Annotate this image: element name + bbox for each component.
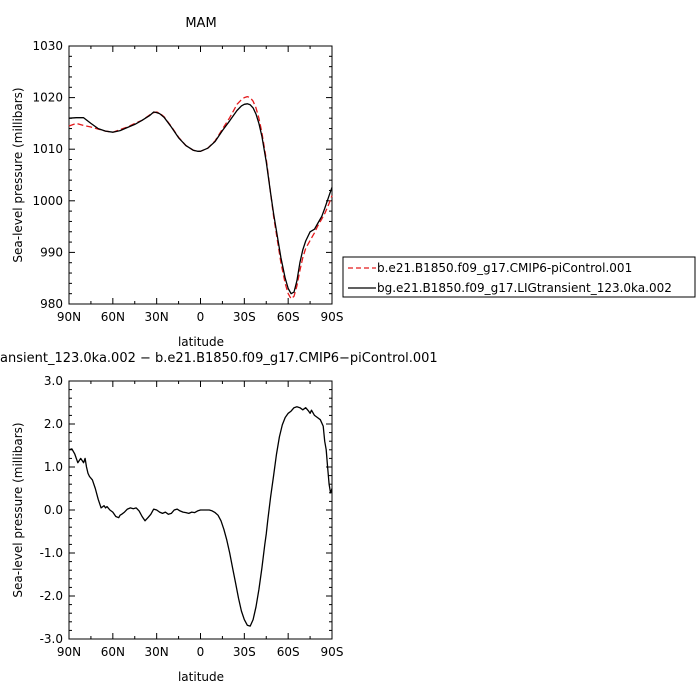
- bottom-panel-x-tick-label: 0: [197, 645, 205, 659]
- top-panel-y-axis-label: Sea-level pressure (millibars): [11, 87, 25, 262]
- bottom-panel-y-axis-label: Sea-level pressure (millibars): [11, 422, 25, 597]
- bottom-panel-x-tick-label: 30N: [145, 645, 169, 659]
- bottom-panel-y-tick-label: 3.0: [44, 374, 63, 388]
- bottom-panel-x-tick-label: 30S: [233, 645, 256, 659]
- legend: b.e21.B1850.f09_g17.CMIP6-piControl.001 …: [342, 256, 696, 298]
- top-panel-x-tick-label: 60N: [101, 310, 125, 324]
- top-panel: MAM Sea-level pressure (millibars) latit…: [11, 16, 343, 349]
- top-panel-x-axis-label: latitude: [178, 335, 224, 349]
- top-panel-y-tick-label: 1020: [32, 91, 63, 105]
- bottom-panel-y-tick-label: 2.0: [44, 417, 63, 431]
- bottom-panel-x-tick-label: 90S: [321, 645, 344, 659]
- bottom-panel-x-tick-label: 90N: [57, 645, 81, 659]
- top-panel-y-tick-label: 1000: [32, 194, 63, 208]
- top-panel-series-line-0: [68, 95, 333, 300]
- top-panel-x-tick-label: 30S: [233, 310, 256, 324]
- top-panel-x-tick-label: 90N: [57, 310, 81, 324]
- legend-label-control: b.e21.B1850.f09_g17.CMIP6-piControl.001: [377, 261, 632, 275]
- top-panel-plot-frame: [68, 45, 333, 305]
- bottom-panel-y-tick-label: 1.0: [44, 460, 63, 474]
- top-panel-y-tick-label: 990: [40, 245, 63, 259]
- legend-box: [342, 256, 696, 298]
- bottom-panel-series-group: [68, 406, 333, 627]
- bottom-panel-y-tick-label: -3.0: [40, 632, 63, 646]
- bottom-panel-x-tick-label: 60S: [277, 645, 300, 659]
- bottom-panel-y-tick-label: -2.0: [40, 589, 63, 603]
- top-panel-y-tick-label: 980: [40, 297, 63, 311]
- top-panel-x-tick-label: 30N: [145, 310, 169, 324]
- top-panel-x-tick-label: 90S: [321, 310, 344, 324]
- bottom-panel-x-tick-label: 60N: [101, 645, 125, 659]
- bottom-panel-title: .LIGtransient_123.0ka.002 − b.e21.B1850.…: [0, 351, 438, 366]
- legend-label-lig: bg.e21.B1850.f09_g17.LIGtransient_123.0k…: [377, 281, 672, 295]
- top-panel-y-tick-label: 1030: [32, 39, 63, 53]
- bottom-panel-x-ticks: 90N 60N 30N 0 30S 60S 90S: [57, 381, 344, 659]
- top-panel-y-tick-label: 1010: [32, 142, 63, 156]
- top-panel-y-ticks: 980 990 1000 1010 1020 1030: [32, 39, 332, 311]
- bottom-panel-y-ticks: -3.0 -2.0 -1.0 0.0 1.0 2.0 3.0: [40, 374, 332, 646]
- top-panel-x-ticks: 90N 60N 30N 0 30S 60S 90S: [57, 46, 344, 324]
- bottom-panel: .LIGtransient_123.0ka.002 − b.e21.B1850.…: [0, 351, 438, 684]
- bottom-panel-x-axis-label: latitude: [178, 670, 224, 684]
- top-panel-title: MAM: [185, 16, 216, 31]
- bottom-panel-series-line-0: [68, 406, 333, 627]
- top-panel-series-group: [68, 95, 333, 300]
- bottom-panel-y-tick-label: 0.0: [44, 503, 63, 517]
- bottom-panel-y-tick-label: -1.0: [40, 546, 63, 560]
- top-panel-x-tick-label: 0: [197, 310, 205, 324]
- top-panel-x-tick-label: 60S: [277, 310, 300, 324]
- top-panel-series-line-1: [68, 103, 333, 295]
